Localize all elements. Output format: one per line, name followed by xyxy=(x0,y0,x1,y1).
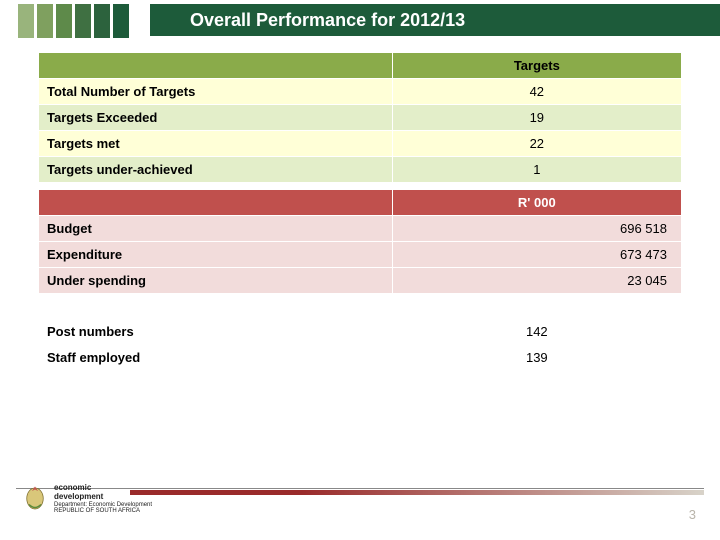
table-row: Expenditure 673 473 xyxy=(39,242,682,268)
row-value: 142 xyxy=(392,319,681,345)
stripe xyxy=(56,4,72,38)
stripe xyxy=(75,4,91,38)
row-value: 139 xyxy=(392,345,681,371)
empty-header-cell xyxy=(39,53,393,79)
footer-accent-bar xyxy=(130,490,704,495)
slide-header: Overall Performance for 2012/13 xyxy=(0,0,720,42)
coat-of-arms-icon xyxy=(20,482,50,512)
row-value: 19 xyxy=(392,105,681,131)
slide-footer: economic development Department: Economi… xyxy=(0,488,720,526)
financial-table: R' 000 Budget 696 518 Expenditure 673 47… xyxy=(38,189,682,294)
stripe xyxy=(94,4,110,38)
stripe xyxy=(37,4,53,38)
header-stripes xyxy=(18,4,129,38)
row-label: Budget xyxy=(39,216,393,242)
row-value: 1 xyxy=(392,157,681,183)
empty-header-cell xyxy=(39,190,393,216)
department-text: economic development Department: Economi… xyxy=(54,484,152,515)
staff-table: Post numbers 142 Staff employed 139 xyxy=(38,296,682,371)
financial-header: R' 000 xyxy=(392,190,681,216)
stripe xyxy=(113,4,129,38)
row-value: 42 xyxy=(392,79,681,105)
dept-line4: REPUBLIC OF SOUTH AFRICA xyxy=(54,508,152,515)
row-label: Targets Exceeded xyxy=(39,105,393,131)
row-label: Total Number of Targets xyxy=(39,79,393,105)
row-value: 673 473 xyxy=(392,242,681,268)
row-label: Targets under-achieved xyxy=(39,157,393,183)
targets-header: Targets xyxy=(392,53,681,79)
content-area: Targets Total Number of Targets 42 Targe… xyxy=(0,42,720,371)
table-row: Targets met 22 xyxy=(39,131,682,157)
slide-title: Overall Performance for 2012/13 xyxy=(150,4,720,36)
stripe xyxy=(18,4,34,38)
dept-line2: development xyxy=(54,493,152,502)
table-row: Under spending 23 045 xyxy=(39,268,682,294)
dept-line3: Department: Economic Development xyxy=(54,502,152,509)
row-label: Post numbers xyxy=(39,319,393,345)
row-value: 23 045 xyxy=(392,268,681,294)
table-row: Total Number of Targets 42 xyxy=(39,79,682,105)
blank-row xyxy=(39,297,682,319)
row-value: 696 518 xyxy=(392,216,681,242)
row-value: 22 xyxy=(392,131,681,157)
table-row: Targets under-achieved 1 xyxy=(39,157,682,183)
row-label: Targets met xyxy=(39,131,393,157)
targets-table: Targets Total Number of Targets 42 Targe… xyxy=(38,52,682,183)
page-number: 3 xyxy=(689,507,696,522)
row-label: Under spending xyxy=(39,268,393,294)
table-row: Budget 696 518 xyxy=(39,216,682,242)
financial-header-row: R' 000 xyxy=(39,190,682,216)
row-label: Staff employed xyxy=(39,345,393,371)
table-row: Post numbers 142 xyxy=(39,319,682,345)
row-label: Expenditure xyxy=(39,242,393,268)
targets-header-row: Targets xyxy=(39,53,682,79)
table-row: Targets Exceeded 19 xyxy=(39,105,682,131)
table-row: Staff employed 139 xyxy=(39,345,682,371)
